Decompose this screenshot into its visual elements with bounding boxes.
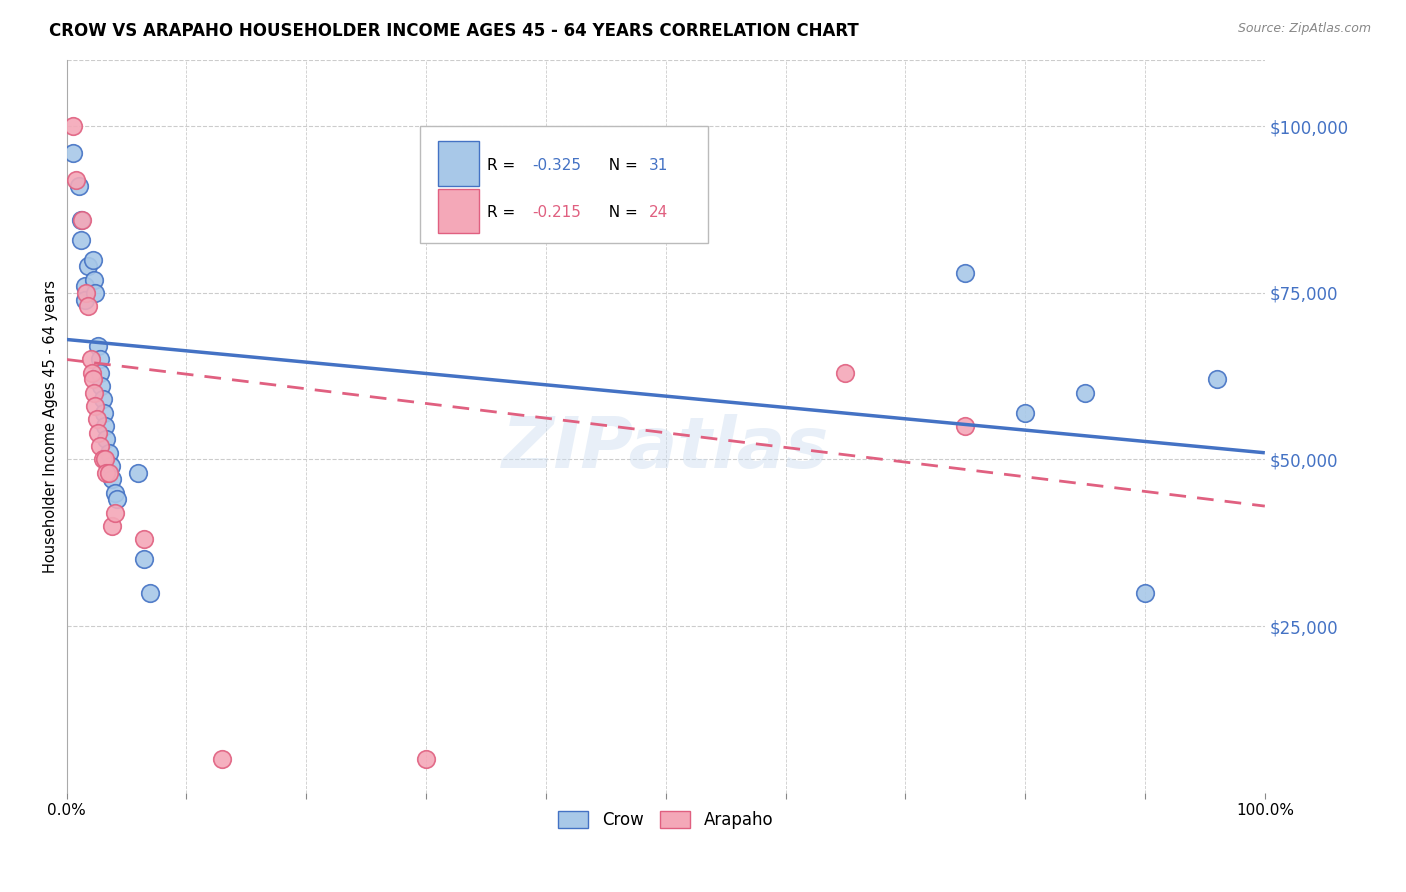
Point bbox=[101, 519, 124, 533]
Point bbox=[1133, 585, 1156, 599]
Point bbox=[100, 459, 122, 474]
Point bbox=[89, 439, 111, 453]
Point bbox=[84, 399, 107, 413]
Point bbox=[83, 272, 105, 286]
Point bbox=[139, 585, 162, 599]
Point bbox=[67, 179, 90, 194]
Point bbox=[79, 352, 101, 367]
Point bbox=[89, 352, 111, 367]
Point bbox=[86, 412, 108, 426]
Point bbox=[101, 472, 124, 486]
Point bbox=[62, 145, 84, 160]
Point bbox=[134, 552, 156, 566]
Point bbox=[105, 492, 128, 507]
Point bbox=[103, 506, 125, 520]
Text: 31: 31 bbox=[650, 158, 668, 173]
Point bbox=[80, 366, 103, 380]
Point bbox=[65, 172, 87, 186]
Text: R =: R = bbox=[486, 158, 520, 173]
Point bbox=[834, 366, 856, 380]
Point bbox=[955, 266, 977, 280]
Point bbox=[1074, 385, 1097, 400]
Point bbox=[91, 452, 114, 467]
Y-axis label: Householder Income Ages 45 - 64 years: Householder Income Ages 45 - 64 years bbox=[44, 279, 58, 573]
Point bbox=[77, 299, 100, 313]
Point bbox=[97, 446, 120, 460]
Point bbox=[1014, 406, 1036, 420]
Text: ZIPatlas: ZIPatlas bbox=[502, 414, 830, 483]
Point bbox=[415, 752, 437, 766]
Point bbox=[70, 233, 93, 247]
Point bbox=[1206, 372, 1229, 386]
Point bbox=[87, 425, 110, 440]
Text: N =: N = bbox=[599, 158, 643, 173]
Point bbox=[127, 466, 149, 480]
Point bbox=[94, 433, 117, 447]
Point bbox=[70, 212, 93, 227]
Point bbox=[91, 392, 114, 407]
Point bbox=[82, 372, 104, 386]
Point bbox=[73, 279, 96, 293]
Point bbox=[73, 293, 96, 307]
Text: R =: R = bbox=[486, 205, 520, 220]
Point bbox=[97, 466, 120, 480]
Point bbox=[134, 533, 156, 547]
Point bbox=[83, 385, 105, 400]
FancyBboxPatch shape bbox=[439, 188, 479, 234]
Text: 24: 24 bbox=[650, 205, 668, 220]
Point bbox=[87, 339, 110, 353]
Point bbox=[70, 212, 93, 227]
Point bbox=[77, 259, 100, 273]
Point bbox=[93, 406, 115, 420]
Point bbox=[75, 285, 97, 300]
FancyBboxPatch shape bbox=[439, 141, 479, 186]
Point bbox=[211, 752, 233, 766]
Point bbox=[84, 285, 107, 300]
Text: Source: ZipAtlas.com: Source: ZipAtlas.com bbox=[1237, 22, 1371, 36]
Legend: Crow, Arapaho: Crow, Arapaho bbox=[551, 804, 780, 836]
Point bbox=[89, 366, 111, 380]
Point bbox=[94, 419, 117, 434]
Text: -0.215: -0.215 bbox=[533, 205, 582, 220]
FancyBboxPatch shape bbox=[420, 126, 707, 243]
Point bbox=[90, 379, 112, 393]
Point bbox=[82, 252, 104, 267]
Text: CROW VS ARAPAHO HOUSEHOLDER INCOME AGES 45 - 64 YEARS CORRELATION CHART: CROW VS ARAPAHO HOUSEHOLDER INCOME AGES … bbox=[49, 22, 859, 40]
Point bbox=[62, 120, 84, 134]
Text: N =: N = bbox=[599, 205, 643, 220]
Point bbox=[94, 452, 117, 467]
Text: -0.325: -0.325 bbox=[533, 158, 582, 173]
Point bbox=[955, 419, 977, 434]
Point bbox=[103, 485, 125, 500]
Point bbox=[94, 466, 117, 480]
